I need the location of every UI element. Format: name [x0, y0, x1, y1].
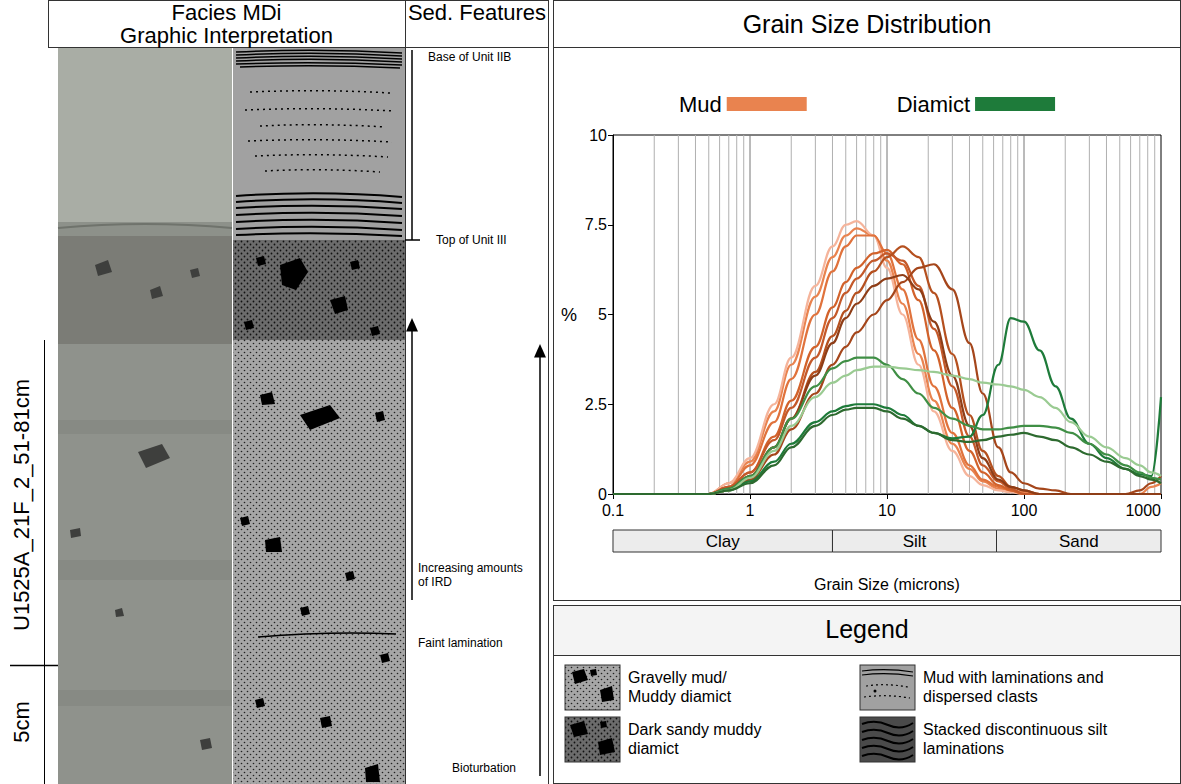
- html-text:Bioturbation: Bioturbation: [452, 761, 516, 775]
- html-text:Base of Unit IIB: Base of Unit IIB: [428, 50, 512, 64]
- html-text:Legend: Legend: [825, 615, 909, 643]
- svg-text:Silt: Silt: [903, 532, 927, 551]
- svg-text:0.1: 0.1: [602, 502, 624, 519]
- svg-text:1000: 1000: [1125, 502, 1161, 519]
- svg-text:100: 100: [1011, 502, 1038, 519]
- svg-text:10: 10: [589, 127, 607, 144]
- html-text:Dark sandy muddy diamict: Dark sandy muddy diamict: [628, 721, 762, 757]
- html-text:Sed. Features: Sed. Features: [407, 0, 547, 25]
- svg-text:7.5: 7.5: [585, 216, 607, 233]
- html-text:Gravelly mud/ Muddy diamict: Gravelly mud/ Muddy diamict: [628, 669, 732, 705]
- svg-text:5: 5: [598, 306, 607, 323]
- html-text:Top of Unit III: Top of Unit III: [436, 233, 507, 247]
- html-text:Facies MDi: Facies MDi: [171, 0, 282, 25]
- html-text:5cm: 5cm: [9, 701, 34, 743]
- html-text:Grain Size Distribution: Grain Size Distribution: [742, 10, 992, 38]
- html-text:Faint lamination: Faint lamination: [418, 636, 503, 650]
- svg-text:Clay: Clay: [706, 532, 741, 551]
- svg-text:Sand: Sand: [1059, 532, 1099, 551]
- svg-text:%: %: [561, 305, 577, 325]
- html-text:Increasing amounts of IRD: Increasing amounts of IRD: [418, 561, 523, 589]
- html-text:Stacked discontinuous silt lam: Stacked discontinuous silt laminations: [923, 721, 1108, 757]
- svg-text:0: 0: [598, 486, 607, 503]
- svg-text:1: 1: [746, 502, 755, 519]
- svg-text:Diamict: Diamict: [897, 92, 970, 117]
- html-text:Mud with laminations and dispe: Mud with laminations and dispersed clast…: [923, 669, 1104, 705]
- html-text:U1525A_21F_2_51-81cm: U1525A_21F_2_51-81cm: [9, 379, 34, 631]
- svg-text:Mud: Mud: [679, 92, 722, 117]
- svg-text:2.5: 2.5: [585, 396, 607, 413]
- html-text:Graphic Interpretation: Graphic Interpretation: [120, 23, 333, 48]
- svg-text:Grain Size (microns): Grain Size (microns): [814, 576, 960, 593]
- svg-text:10: 10: [878, 502, 896, 519]
